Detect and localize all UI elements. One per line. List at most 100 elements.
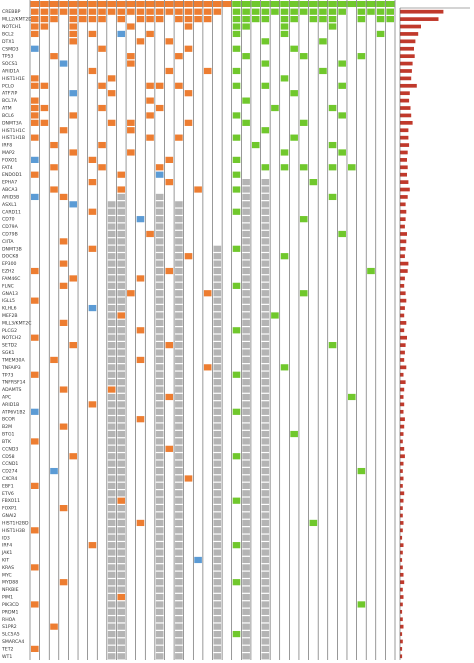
cell [98, 16, 106, 23]
cell [213, 460, 222, 467]
cell [242, 275, 250, 282]
column-header [68, 1, 78, 7]
cell [213, 430, 222, 438]
cell [175, 134, 183, 141]
cell [251, 16, 260, 23]
gene-label: DOCK8 [2, 254, 18, 260]
column-header [357, 1, 366, 7]
gene-label: SMARCA4 [2, 639, 24, 645]
cell [175, 505, 183, 512]
cell [184, 253, 193, 260]
cell [175, 8, 183, 15]
cell [261, 386, 270, 393]
frequency-bar [400, 232, 407, 236]
cell [107, 230, 116, 238]
cell [242, 453, 250, 460]
cell [107, 297, 116, 304]
cell [175, 208, 183, 215]
cell [242, 297, 250, 304]
frequency-bar [400, 543, 404, 548]
cell [117, 638, 126, 645]
cell [261, 349, 270, 356]
cell [213, 475, 222, 482]
cell [213, 319, 222, 326]
gene-label: ENDOD1 [2, 172, 22, 178]
frequency-bar [400, 535, 403, 540]
cell [328, 193, 337, 201]
gene-label: ARID5B [2, 194, 19, 200]
cell [261, 16, 270, 23]
cell [155, 208, 164, 215]
cell [213, 312, 222, 319]
cell [136, 38, 145, 45]
cell [242, 534, 250, 541]
cell [136, 275, 145, 282]
gene-label: CSMD3 [2, 46, 19, 52]
cell [69, 149, 78, 156]
frequency-bar [400, 283, 405, 288]
cell [232, 208, 241, 215]
cell [261, 216, 270, 223]
cell [242, 542, 250, 549]
cell [31, 297, 39, 304]
cell [213, 519, 222, 527]
column-header [251, 1, 261, 7]
frequency-bar [400, 269, 408, 273]
cell [127, 60, 135, 67]
cell [127, 149, 135, 156]
cell [213, 645, 222, 652]
cell [328, 342, 337, 349]
cell [242, 616, 250, 623]
cell [155, 497, 164, 504]
cell [155, 193, 164, 201]
cell [261, 416, 270, 423]
frequency-bar [400, 350, 405, 355]
column-header [241, 1, 251, 7]
cell [40, 16, 49, 23]
column-header [213, 1, 222, 7]
cell [271, 104, 279, 112]
cell [242, 630, 250, 638]
cell [213, 438, 222, 445]
cell [107, 201, 116, 208]
cell [357, 53, 366, 60]
cell [117, 579, 126, 586]
gene-label: PCLO [2, 83, 14, 89]
cell [31, 645, 39, 652]
column-header [289, 1, 299, 7]
cell [155, 171, 164, 178]
cell [107, 453, 116, 460]
cell [107, 356, 116, 364]
cell [31, 45, 39, 52]
cell [155, 260, 164, 267]
cell [232, 112, 241, 119]
cell [155, 460, 164, 467]
cell [242, 571, 250, 578]
cell [107, 267, 116, 275]
frequency-bar [400, 321, 407, 325]
cell [31, 438, 39, 445]
cell [175, 327, 183, 334]
cell [155, 608, 164, 615]
cell [59, 282, 68, 289]
cell [175, 534, 183, 541]
cell [88, 67, 97, 75]
cell [175, 601, 183, 608]
cell [59, 260, 68, 267]
cell [203, 67, 212, 75]
cell [261, 519, 270, 527]
cell [155, 401, 164, 408]
gene-label: CXCR4 [2, 476, 17, 482]
cell [155, 593, 164, 601]
cell [136, 216, 145, 223]
gene-label: GNA13 [2, 291, 18, 297]
cell [155, 245, 164, 252]
cell [261, 542, 270, 549]
cell [117, 423, 126, 430]
cell [107, 423, 116, 430]
cell [299, 216, 308, 223]
cell [107, 430, 116, 438]
cell [175, 312, 183, 319]
cell [155, 16, 164, 23]
cell [184, 45, 193, 52]
